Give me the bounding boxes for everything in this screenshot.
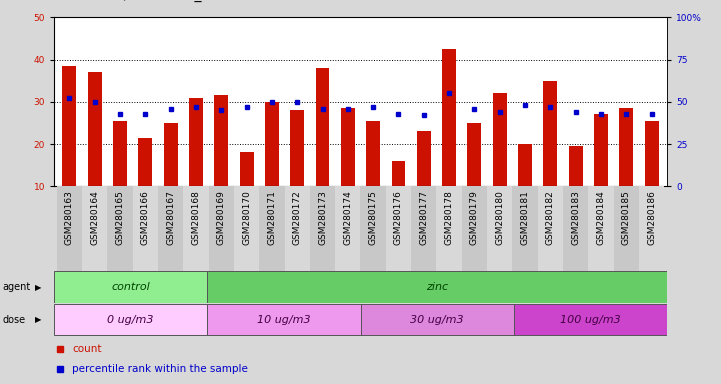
Bar xyxy=(291,110,304,186)
Bar xyxy=(107,186,133,271)
Bar xyxy=(158,186,183,271)
Text: GSM280167: GSM280167 xyxy=(166,190,175,245)
Text: dose: dose xyxy=(2,314,25,325)
Bar xyxy=(208,271,667,303)
Bar xyxy=(442,49,456,186)
Bar xyxy=(189,98,203,186)
Bar xyxy=(411,186,436,271)
Bar xyxy=(62,66,76,186)
Bar xyxy=(513,304,667,335)
Text: GSM280168: GSM280168 xyxy=(191,190,200,245)
Bar xyxy=(234,186,260,271)
Bar xyxy=(285,186,310,271)
Text: GSM280183: GSM280183 xyxy=(571,190,580,245)
Text: GSM280164: GSM280164 xyxy=(90,190,99,245)
Text: ▶: ▶ xyxy=(35,283,41,291)
Bar xyxy=(360,186,386,271)
Text: control: control xyxy=(111,282,150,292)
Bar xyxy=(265,102,279,186)
Bar xyxy=(138,138,152,186)
Bar xyxy=(639,186,664,271)
Bar xyxy=(310,186,335,271)
Bar xyxy=(335,186,360,271)
Bar xyxy=(208,186,234,271)
Bar xyxy=(467,123,482,186)
Text: GSM280170: GSM280170 xyxy=(242,190,251,245)
Text: GSM280181: GSM280181 xyxy=(521,190,530,245)
Text: ▶: ▶ xyxy=(35,315,41,324)
Text: GSM280171: GSM280171 xyxy=(267,190,276,245)
Bar xyxy=(544,81,557,186)
Bar xyxy=(538,186,563,271)
Text: 100 ug/m3: 100 ug/m3 xyxy=(560,314,621,325)
Bar xyxy=(133,186,158,271)
Bar xyxy=(487,186,513,271)
Bar xyxy=(588,186,614,271)
Bar xyxy=(386,186,411,271)
Text: GSM280169: GSM280169 xyxy=(217,190,226,245)
Text: percentile rank within the sample: percentile rank within the sample xyxy=(72,364,248,374)
Text: GSM280165: GSM280165 xyxy=(115,190,125,245)
Text: 0 ug/m3: 0 ug/m3 xyxy=(107,314,154,325)
Text: GSM280172: GSM280172 xyxy=(293,190,301,245)
Bar xyxy=(563,186,588,271)
Text: GSM280174: GSM280174 xyxy=(343,190,353,245)
Text: GSM280175: GSM280175 xyxy=(368,190,378,245)
Bar xyxy=(569,146,583,186)
Bar xyxy=(260,186,285,271)
Bar xyxy=(594,114,608,186)
Text: zinc: zinc xyxy=(426,282,448,292)
Text: GSM280179: GSM280179 xyxy=(470,190,479,245)
Text: GSM280176: GSM280176 xyxy=(394,190,403,245)
Bar xyxy=(493,93,507,186)
Bar xyxy=(208,304,360,335)
Bar xyxy=(436,186,461,271)
Text: GSM280186: GSM280186 xyxy=(647,190,656,245)
Text: GSM280163: GSM280163 xyxy=(65,190,74,245)
Text: 30 ug/m3: 30 ug/m3 xyxy=(410,314,464,325)
Bar xyxy=(88,72,102,186)
Bar xyxy=(54,271,208,303)
Text: GSM280166: GSM280166 xyxy=(141,190,150,245)
Text: GSM280173: GSM280173 xyxy=(318,190,327,245)
Text: GSM280178: GSM280178 xyxy=(445,190,454,245)
Bar xyxy=(341,108,355,186)
Text: GSM280180: GSM280180 xyxy=(495,190,504,245)
Bar xyxy=(164,123,177,186)
Bar xyxy=(619,108,633,186)
Bar xyxy=(360,304,513,335)
Bar xyxy=(417,131,430,186)
Text: GDS3369 / 1371421_at: GDS3369 / 1371421_at xyxy=(54,0,216,2)
Bar xyxy=(113,121,127,186)
Text: GSM280177: GSM280177 xyxy=(420,190,428,245)
Bar xyxy=(518,144,532,186)
Bar xyxy=(392,161,405,186)
Text: agent: agent xyxy=(2,282,30,292)
Text: GSM280185: GSM280185 xyxy=(622,190,631,245)
Text: 10 ug/m3: 10 ug/m3 xyxy=(257,314,311,325)
Bar xyxy=(54,304,208,335)
Bar xyxy=(614,186,639,271)
Bar xyxy=(366,121,380,186)
Bar xyxy=(316,68,329,186)
Bar xyxy=(461,186,487,271)
Bar xyxy=(82,186,107,271)
Bar xyxy=(57,186,82,271)
Bar xyxy=(239,152,254,186)
Text: count: count xyxy=(72,344,102,354)
Text: GSM280182: GSM280182 xyxy=(546,190,555,245)
Bar xyxy=(645,121,659,186)
Bar xyxy=(183,186,208,271)
Text: GSM280184: GSM280184 xyxy=(596,190,606,245)
Bar xyxy=(214,96,228,186)
Bar xyxy=(513,186,538,271)
